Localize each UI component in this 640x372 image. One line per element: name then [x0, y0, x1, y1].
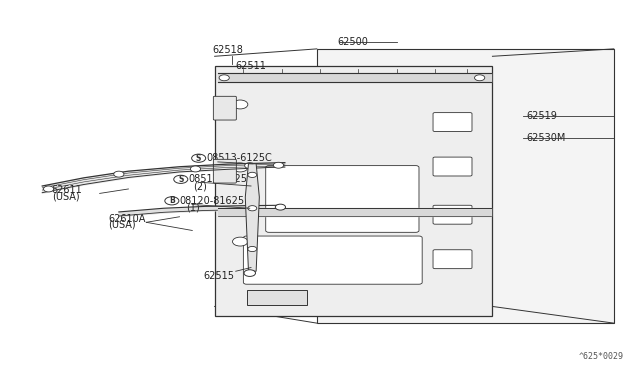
Circle shape: [232, 237, 248, 246]
FancyBboxPatch shape: [213, 159, 236, 183]
Text: 62519: 62519: [526, 110, 557, 121]
FancyBboxPatch shape: [213, 96, 236, 120]
Circle shape: [190, 166, 200, 172]
Circle shape: [219, 75, 229, 81]
Text: S: S: [178, 175, 184, 184]
Circle shape: [244, 163, 255, 169]
Text: (USA): (USA): [52, 191, 79, 201]
Text: (USA): (USA): [108, 219, 136, 229]
Text: 62611: 62611: [52, 186, 83, 195]
Circle shape: [44, 186, 54, 192]
Circle shape: [114, 171, 124, 177]
Text: 62500: 62500: [337, 37, 368, 47]
Polygon shape: [317, 49, 614, 323]
Circle shape: [248, 172, 257, 177]
Circle shape: [232, 100, 248, 109]
Circle shape: [173, 175, 188, 183]
Circle shape: [244, 270, 255, 276]
Polygon shape: [246, 290, 307, 305]
Circle shape: [248, 206, 257, 211]
Circle shape: [248, 246, 257, 251]
Polygon shape: [214, 65, 492, 316]
FancyBboxPatch shape: [243, 236, 422, 284]
Text: 62515: 62515: [204, 271, 235, 281]
Circle shape: [474, 75, 484, 81]
Circle shape: [232, 163, 248, 172]
FancyBboxPatch shape: [433, 157, 472, 176]
Text: (2): (2): [211, 160, 225, 170]
Polygon shape: [245, 164, 259, 271]
Text: 08513-6125C: 08513-6125C: [206, 153, 272, 163]
Text: 08120-81625: 08120-81625: [179, 196, 244, 206]
Text: 62511: 62511: [236, 61, 267, 71]
Text: B: B: [169, 196, 175, 205]
Circle shape: [191, 154, 205, 162]
Text: S: S: [196, 154, 202, 163]
Circle shape: [165, 197, 179, 205]
Text: ^625*0029: ^625*0029: [579, 352, 623, 361]
Circle shape: [273, 162, 284, 168]
Text: (1): (1): [186, 202, 200, 212]
Circle shape: [275, 204, 285, 210]
FancyBboxPatch shape: [266, 166, 419, 232]
Text: 62530M: 62530M: [526, 133, 566, 143]
FancyBboxPatch shape: [433, 205, 472, 224]
Text: (2): (2): [193, 181, 207, 191]
FancyBboxPatch shape: [433, 250, 472, 269]
Text: 62518: 62518: [212, 45, 244, 55]
Text: 62610A: 62610A: [108, 214, 145, 224]
Text: 08513-6125C: 08513-6125C: [188, 174, 254, 185]
FancyBboxPatch shape: [433, 113, 472, 132]
